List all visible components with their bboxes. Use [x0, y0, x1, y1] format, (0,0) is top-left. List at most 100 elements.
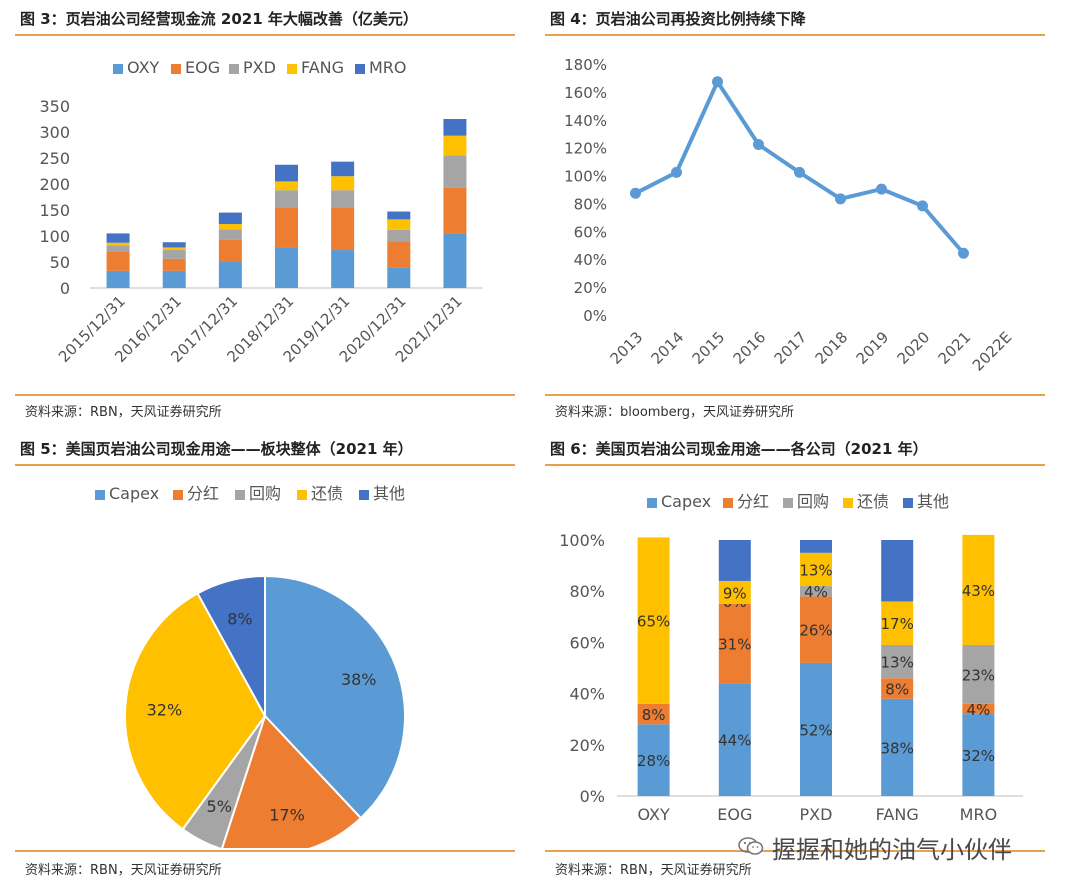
y-tick-label: 200 — [39, 175, 70, 194]
x-tick-label: 2015 — [689, 328, 729, 368]
source-rule — [15, 394, 515, 396]
data-label-1-3: 8% — [885, 680, 909, 698]
pie-slice-3 — [124, 591, 267, 831]
legend-label-2: 回购 — [249, 484, 281, 503]
y-tick-label: 300 — [39, 123, 70, 142]
bar-2-3 — [881, 644, 914, 679]
pie-label-4: 8% — [227, 609, 252, 628]
data-label-3-1: 9% — [723, 584, 747, 602]
title-rule — [545, 464, 1045, 466]
bar-oxy-1 — [162, 270, 186, 288]
bar-eog-1 — [162, 258, 186, 271]
line-point-4 — [794, 166, 805, 178]
y-tick-label: 20% — [574, 279, 607, 297]
y-tick-label: 50 — [50, 253, 70, 272]
bar-1-0 — [637, 703, 670, 725]
data-label-1-2: 26% — [799, 622, 832, 640]
pie-slice-0 — [264, 574, 406, 820]
y-tick-label: 40% — [574, 251, 607, 269]
bar-pxd-3 — [275, 190, 298, 208]
x-tick-label: OXY — [637, 805, 670, 824]
line-point-7 — [917, 200, 928, 212]
company-cash-use-chart: Capex 分红 回购 还债 其他 0% 20% 40% 60% 80% 100% 28% 8% 65% O… — [559, 492, 1023, 824]
y-tick-label: 60% — [569, 633, 605, 652]
bar-4-1 — [718, 540, 751, 581]
bar-mro-4 — [331, 161, 355, 177]
line-point-5 — [835, 193, 846, 205]
legend-swatch-2 — [235, 490, 245, 500]
bar-mro-0 — [106, 233, 130, 243]
x-tick-label: 2020 — [894, 328, 934, 368]
bar-eog-2 — [218, 239, 242, 262]
bar-fang-0 — [106, 242, 130, 246]
legend-label-0: Capex — [661, 492, 711, 511]
figure-5-source: 资料来源：RBN，天风证券研究所 — [25, 863, 222, 878]
title-rule — [15, 34, 515, 36]
legend-swatch-1 — [171, 64, 181, 74]
bar-4-2 — [800, 540, 832, 553]
line-point-0 — [630, 187, 641, 199]
y-tick-label: 250 — [39, 149, 70, 168]
bar-oxy-3 — [275, 247, 298, 288]
pie-label-2: 5% — [207, 797, 232, 816]
pie-label-0: 38% — [341, 670, 377, 689]
cash-use-pie-chart: Capex 分红 回购 还债 其他 38% 17% 5% 32% 8% — [95, 484, 406, 848]
figure-4-source: 资料来源：bloomberg，天风证券研究所 — [555, 405, 795, 420]
y-tick-label: 100 — [39, 227, 70, 246]
x-tick-label: 2018 — [812, 328, 852, 368]
bar-pxd-5 — [387, 229, 411, 242]
x-tick-label: EOG — [717, 805, 752, 824]
x-tick-label: 2013 — [607, 328, 647, 368]
y-tick-label: 100% — [559, 531, 605, 550]
line-point-3 — [753, 138, 764, 150]
line-point-1 — [671, 166, 682, 178]
y-tick-label: 0 — [60, 279, 70, 298]
legend-swatch-4 — [903, 498, 913, 508]
watermark-text: 握握和她的油气小伙伴 — [772, 836, 1012, 864]
x-tick-label: MRO — [960, 805, 998, 824]
legend-label-1: EOG — [185, 58, 220, 77]
bar-2-2 — [800, 586, 832, 597]
data-label-0-0: 28% — [637, 752, 670, 770]
figure-6-source: 资料来源：RBN，天风证券研究所 — [555, 863, 752, 878]
bar-eog-0 — [106, 251, 130, 271]
legend-label-1: 分红 — [187, 484, 219, 503]
title-rule — [15, 464, 515, 466]
bar-0-3 — [881, 698, 914, 796]
bar-pxd-4 — [331, 190, 355, 208]
figure-3-panel: 图 3：页岩油公司经营现金流 2021 年大幅改善（亿美元） OXY EOG PXD… — [15, 0, 515, 440]
data-label-3-4: 43% — [962, 582, 995, 600]
y-tick-label: 0% — [583, 307, 607, 325]
legend-swatch-1 — [723, 498, 733, 508]
legend-swatch-4 — [359, 490, 369, 500]
bar-eog-3 — [275, 207, 298, 248]
bar-3-2 — [800, 552, 832, 587]
bar-oxy-2 — [218, 262, 242, 288]
bar-mro-5 — [387, 211, 411, 220]
bar-fang-2 — [218, 224, 242, 230]
bar-mro-6 — [443, 119, 467, 136]
x-tick-label: 2017 — [771, 328, 811, 368]
pie-label-1: 17% — [269, 805, 305, 824]
legend-swatch-3 — [843, 498, 853, 508]
bar-3-0 — [637, 537, 670, 704]
data-label-0-2: 52% — [799, 721, 832, 739]
bar-1-2 — [800, 596, 832, 663]
legend-swatch-2 — [783, 498, 793, 508]
y-tick-label: 0% — [580, 787, 605, 806]
data-label-2-4: 23% — [962, 666, 995, 684]
source-rule — [545, 850, 1045, 852]
bar-fang-3 — [275, 181, 298, 191]
bar-fang-1 — [162, 247, 186, 251]
x-tick-label: FANG — [876, 805, 919, 824]
legend-label-0: OXY — [127, 58, 160, 77]
legend-label-3: 还债 — [311, 484, 343, 503]
title-rule — [545, 34, 1045, 36]
y-tick-label: 140% — [564, 112, 607, 130]
reinvestment-line-chart: 0%20%40%60%80%100%120%140%160%180%2013 20… — [564, 56, 1015, 375]
bar-oxy-4 — [331, 250, 355, 288]
x-tick-label: 2019 — [853, 328, 893, 368]
legend-swatch-0 — [95, 490, 105, 500]
figure-4-title: 图 4：页岩油公司再投资比例持续下降 — [550, 10, 806, 28]
bar-0-2 — [800, 662, 832, 796]
